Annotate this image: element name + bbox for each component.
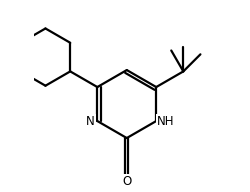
Text: O: O bbox=[122, 175, 132, 188]
Text: N: N bbox=[86, 115, 95, 127]
Text: NH: NH bbox=[157, 115, 174, 127]
